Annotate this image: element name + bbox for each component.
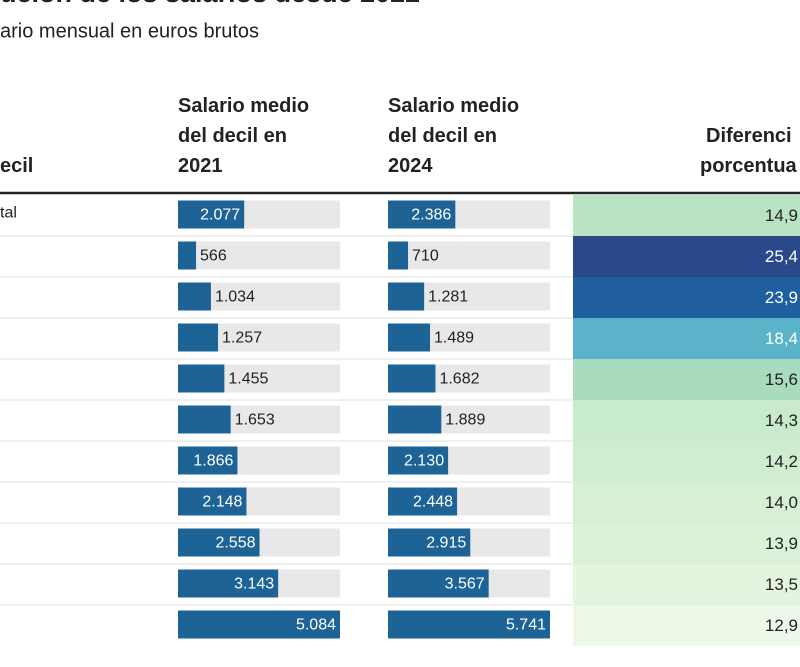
difference-cell <box>573 318 800 359</box>
difference-label: 14,3 <box>765 411 798 430</box>
bar <box>178 446 238 475</box>
difference-cell <box>573 482 800 523</box>
difference-label: 13,9 <box>765 534 798 553</box>
difference-label: 13,5 <box>765 575 798 594</box>
bar-label: 5.741 <box>506 617 546 634</box>
column-header: ecil <box>0 155 33 177</box>
bar <box>178 569 279 598</box>
column-header: 2021 <box>178 155 223 177</box>
bar-label: 566 <box>200 248 227 265</box>
bar <box>178 610 340 639</box>
bar-label: 1.455 <box>228 371 268 388</box>
bar-label: 1.682 <box>439 371 479 388</box>
bar-label: 1.257 <box>222 330 262 347</box>
bar-track <box>388 241 550 270</box>
difference-label: 25,4 <box>765 247 798 266</box>
difference-cell <box>573 195 800 236</box>
bar <box>388 200 456 229</box>
row-label: tal <box>0 205 17 222</box>
difference-label: 14,0 <box>765 493 798 512</box>
bar-label: 2.130 <box>404 453 444 470</box>
difference-cell <box>573 400 800 441</box>
bar <box>388 241 409 270</box>
bar-label: 3.143 <box>234 576 274 593</box>
difference-cell <box>573 523 800 564</box>
difference-label: 14,2 <box>765 452 798 471</box>
difference-label: 12,9 <box>765 616 798 635</box>
difference-label: 18,4 <box>765 329 798 348</box>
difference-label: 14,9 <box>765 206 798 225</box>
bar-label: 1.866 <box>193 453 233 470</box>
difference-cell <box>573 605 800 646</box>
bar-label: 1.489 <box>434 330 474 347</box>
difference-cell <box>573 564 800 605</box>
bar-label: 710 <box>412 248 439 265</box>
column-header: Salario medio <box>178 95 309 117</box>
bar-label: 2.558 <box>215 535 255 552</box>
column-header: del decil en <box>178 125 287 147</box>
bar <box>178 282 211 311</box>
bar <box>178 241 197 270</box>
bar-label: 2.448 <box>413 494 453 511</box>
bar-label: 2.915 <box>426 535 466 552</box>
column-header: 2024 <box>388 155 433 177</box>
bar-label: 5.084 <box>296 617 336 634</box>
bar <box>388 569 489 598</box>
difference-cell <box>573 359 800 400</box>
bar <box>388 282 425 311</box>
difference-label: 23,9 <box>765 288 798 307</box>
bar <box>388 323 431 352</box>
difference-cell <box>573 277 800 318</box>
bar <box>388 364 436 393</box>
bar <box>178 487 247 516</box>
bar-track <box>178 241 340 270</box>
bar <box>388 405 442 434</box>
bar-label: 1.889 <box>445 412 485 429</box>
bar <box>388 487 458 516</box>
bar <box>388 446 449 475</box>
column-header: porcentua <box>700 155 798 177</box>
column-header: Salario medio <box>388 95 519 117</box>
bar <box>388 528 471 557</box>
difference-label: 15,6 <box>765 370 798 389</box>
bar <box>178 405 231 434</box>
bar <box>388 610 550 639</box>
bar-label: 2.148 <box>202 494 242 511</box>
bar <box>178 528 260 557</box>
bar-label: 1.034 <box>215 289 255 306</box>
bar-label: 3.567 <box>445 576 485 593</box>
bar <box>178 364 225 393</box>
column-header: Diferenci <box>706 125 792 147</box>
difference-cell <box>573 236 800 277</box>
bar-label: 1.653 <box>235 412 275 429</box>
bar-label: 2.077 <box>200 207 240 224</box>
bar <box>178 200 245 229</box>
column-header: del decil en <box>388 125 497 147</box>
title: ución de los salarios desde 2022 <box>0 0 420 8</box>
bar-label: 2.386 <box>411 207 451 224</box>
bar <box>178 323 219 352</box>
difference-cell <box>573 441 800 482</box>
subtitle: ario mensual en euros brutos <box>0 20 259 42</box>
bar-label: 1.281 <box>428 289 468 306</box>
